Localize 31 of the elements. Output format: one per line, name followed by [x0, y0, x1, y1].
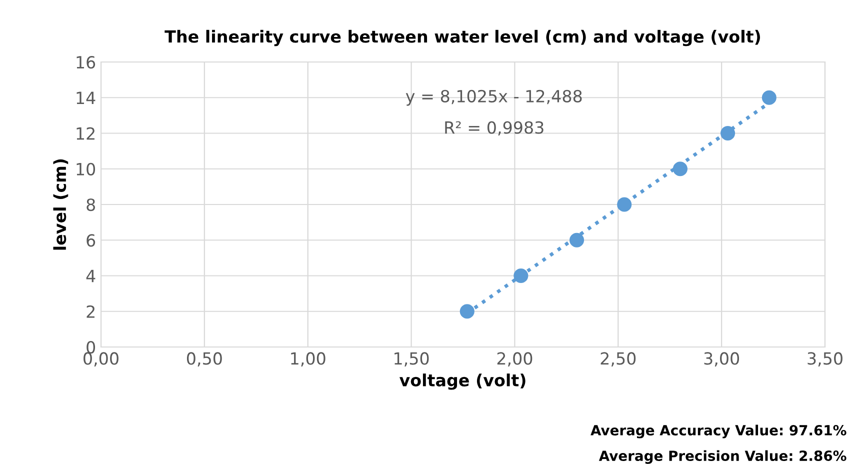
x-axis-title: voltage (volt) — [400, 374, 526, 390]
y-tick-label: 0 — [86, 340, 96, 354]
x-tick-label: 0,00 — [84, 352, 118, 366]
y-tick-label: 10 — [76, 162, 96, 176]
y-tick-label: 14 — [76, 92, 96, 104]
x-tick-label: 1,00 — [291, 352, 326, 366]
x-tick-label: 2,00 — [497, 352, 532, 366]
annotation: R² = 0,9983 — [445, 121, 544, 136]
text: Average Accuracy Value: 97.61% — [590, 424, 846, 438]
point — [617, 197, 632, 212]
y-tick-label: 16 — [76, 56, 96, 69]
point — [569, 232, 584, 248]
chart-title: The linearity curve between water level (cm) and voltage (volt) — [164, 30, 760, 46]
point — [672, 162, 688, 176]
x-tick-label: 1,50 — [394, 352, 429, 366]
x-tick-label: 3,50 — [808, 352, 842, 366]
y-tick-label: 6 — [86, 234, 96, 247]
x-tick-label: 0,50 — [186, 352, 222, 366]
y-tick-label: 8 — [86, 198, 95, 212]
y-tick-label: 4 — [86, 270, 96, 282]
point — [514, 268, 528, 284]
point — [460, 304, 474, 319]
point — [720, 126, 736, 141]
x-tick-label: 3,00 — [704, 352, 740, 366]
point — [762, 90, 776, 105]
y-tick-label: 12 — [76, 127, 94, 140]
x-tick-label: 2,50 — [600, 352, 636, 366]
y-tick-label: 2 — [86, 305, 94, 318]
y-axis-title: level (cm) — [53, 159, 68, 250]
text: Average Precision Value: 2.86% — [598, 450, 846, 464]
annotation: y = 8,1025x - 12,488 — [406, 90, 582, 106]
